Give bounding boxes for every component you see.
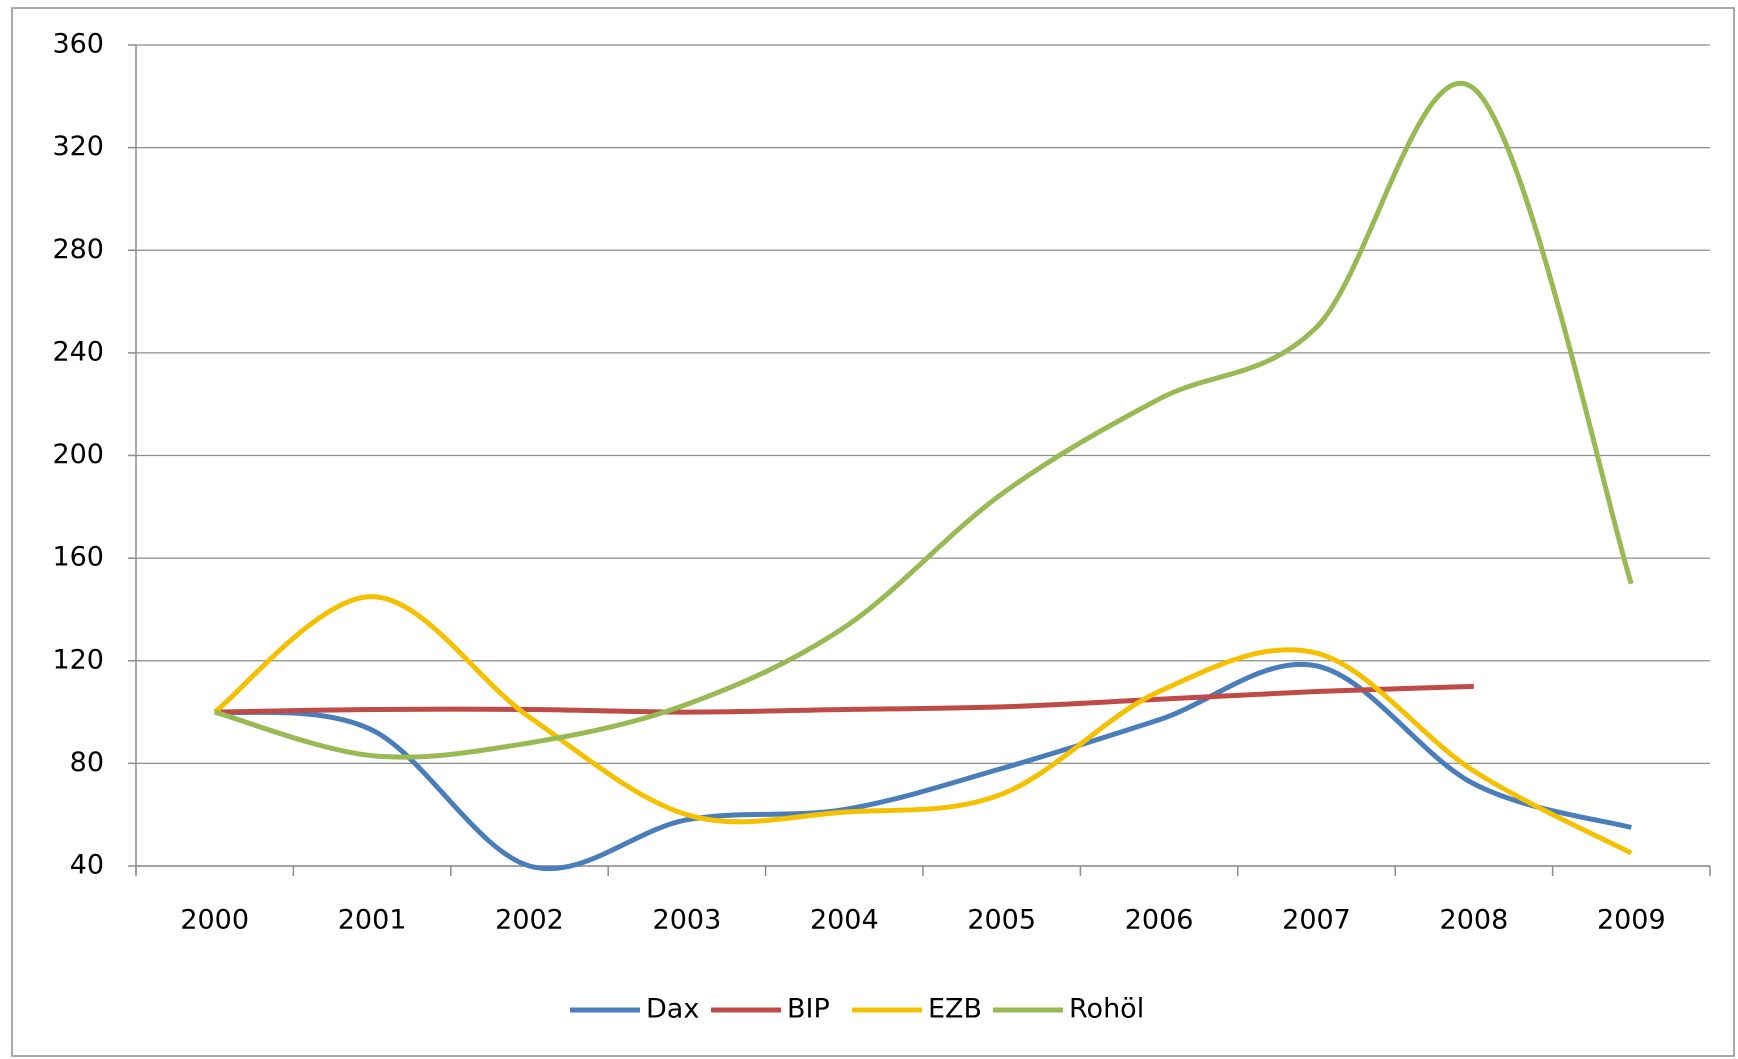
x-tick-label: 2007 <box>1282 905 1351 936</box>
y-tick-label: 80 <box>70 747 104 778</box>
data-line <box>213 594 1633 856</box>
legend-label: EZB <box>928 994 982 1025</box>
x-tick-label: 2009 <box>1597 905 1666 936</box>
data-line <box>214 683 1474 715</box>
y-tick-label: 320 <box>52 131 104 162</box>
y-tick-label: 120 <box>52 644 104 675</box>
x-tick-label: 2005 <box>967 905 1036 936</box>
x-tick-label: 2004 <box>810 905 879 936</box>
y-tick-label: 160 <box>52 542 104 573</box>
y-tick-label: 240 <box>52 336 104 367</box>
legend-label: Rohöl <box>1069 994 1144 1025</box>
x-tick-label: 2008 <box>1440 905 1509 936</box>
x-tick-label: 2000 <box>180 905 249 936</box>
y-tick-label: 360 <box>52 29 104 60</box>
data-line <box>214 661 1632 872</box>
data-line <box>214 81 1634 760</box>
y-tick-label: 40 <box>70 850 104 881</box>
legend-label: Dax <box>646 994 699 1025</box>
x-tick-label: 2002 <box>495 905 564 936</box>
y-tick-label: 200 <box>52 439 104 470</box>
x-tick-label: 2003 <box>653 905 722 936</box>
chart-border <box>11 7 1735 1057</box>
y-tick-label: 280 <box>52 234 104 265</box>
x-tick-label: 2006 <box>1125 905 1194 936</box>
legend-label: BIP <box>787 994 830 1025</box>
x-tick-label: 2001 <box>338 905 407 936</box>
